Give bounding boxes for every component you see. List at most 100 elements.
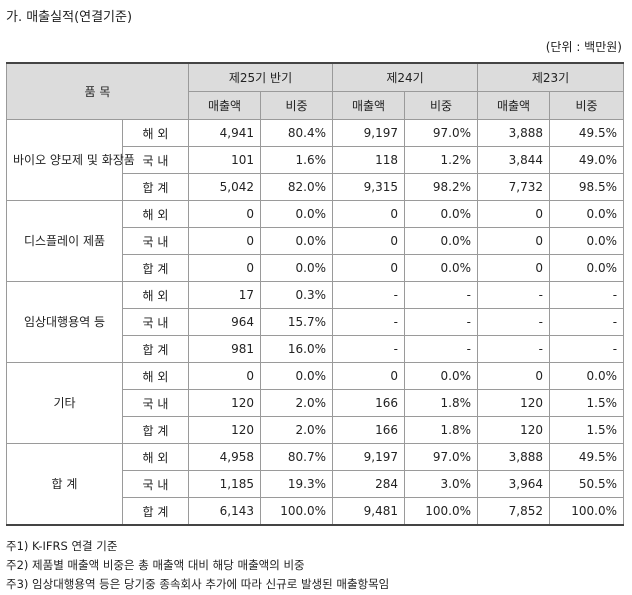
sales-value: 0 bbox=[188, 200, 261, 228]
header-period-23: 제23기 bbox=[477, 62, 625, 92]
sales-value: 3,888 bbox=[477, 443, 551, 471]
sales-value: - bbox=[477, 335, 551, 363]
ratio-value: 0.0% bbox=[549, 200, 625, 228]
ratio-value: 0.0% bbox=[403, 362, 479, 390]
region-label: 국 내 bbox=[122, 470, 189, 498]
sales-value: 0 bbox=[332, 362, 405, 390]
sales-value: - bbox=[332, 281, 405, 309]
table-row: 합 계 120 2.0% 166 1.8% 120 1.5% bbox=[7, 416, 625, 444]
region-label: 해 외 bbox=[122, 119, 189, 147]
ratio-value: 49.5% bbox=[549, 443, 625, 471]
table-row: 국 내 0 0.0% 0 0.0% 0 0.0% bbox=[7, 227, 625, 255]
region-label: 합 계 bbox=[122, 335, 189, 363]
ratio-value: 98.5% bbox=[549, 173, 625, 201]
ratio-value: - bbox=[549, 281, 625, 309]
ratio-value: 1.8% bbox=[403, 416, 479, 444]
sales-value: 120 bbox=[477, 389, 551, 417]
region-label: 합 계 bbox=[122, 173, 189, 201]
table-row: 합 계 5,042 82.0% 9,315 98.2% 7,732 98.5% bbox=[7, 173, 625, 201]
sales-value: - bbox=[477, 281, 551, 309]
sales-value: 0 bbox=[477, 227, 551, 255]
sales-value: 0 bbox=[332, 254, 405, 282]
ratio-value: 0.0% bbox=[549, 254, 625, 282]
table-row: 국 내 964 15.7% - - - - bbox=[7, 308, 625, 336]
ratio-value: - bbox=[549, 308, 625, 336]
table-row: 국 내 101 1.6% 118 1.2% 3,844 49.0% bbox=[7, 146, 625, 174]
ratio-value: 19.3% bbox=[260, 470, 333, 498]
sales-value: 0 bbox=[188, 362, 261, 390]
ratio-value: 97.0% bbox=[403, 119, 479, 147]
sales-value: 120 bbox=[188, 389, 261, 417]
sales-value: - bbox=[477, 308, 551, 336]
ratio-value: 0.0% bbox=[403, 254, 479, 282]
ratio-value: 49.0% bbox=[549, 146, 625, 174]
table-row: 바이오 양모제 및 화장품 해 외 4,941 80.4% 9,197 97.0% 3,88… bbox=[6, 119, 625, 201]
table-row: 국 내 1,185 19.3% 284 3.0% 3,964 50.5% bbox=[7, 470, 625, 498]
ratio-value: 0.0% bbox=[260, 362, 333, 390]
ratio-value: 2.0% bbox=[260, 389, 333, 417]
sales-value: 166 bbox=[332, 389, 405, 417]
ratio-value: 100.0% bbox=[549, 497, 625, 526]
header-ratio: 비중 bbox=[403, 91, 479, 120]
sales-table: 품 목 제25기 반기 제24기 제23기 매출액 비중 매출액 비중 매출액 … bbox=[6, 62, 625, 526]
sales-value: 6,143 bbox=[188, 497, 261, 526]
ratio-value: 2.0% bbox=[260, 416, 333, 444]
ratio-value: 1.6% bbox=[260, 146, 333, 174]
table-row: 국 내 120 2.0% 166 1.8% 120 1.5% bbox=[7, 389, 625, 417]
ratio-value: 97.0% bbox=[403, 443, 479, 471]
sales-value: 7,852 bbox=[477, 497, 551, 526]
sales-value: 0 bbox=[188, 227, 261, 255]
sales-value: 3,844 bbox=[477, 146, 551, 174]
product-name: 기타 bbox=[6, 362, 123, 444]
region-label: 해 외 bbox=[122, 200, 189, 228]
table-row: 합 계 0 0.0% 0 0.0% 0 0.0% bbox=[7, 254, 625, 282]
ratio-value: 80.4% bbox=[260, 119, 333, 147]
ratio-value: 49.5% bbox=[549, 119, 625, 147]
ratio-value: 100.0% bbox=[403, 497, 479, 526]
ratio-value: 1.2% bbox=[403, 146, 479, 174]
sales-value: 0 bbox=[477, 362, 551, 390]
ratio-value: 1.5% bbox=[549, 389, 625, 417]
ratio-value: - bbox=[549, 335, 625, 363]
ratio-value: 82.0% bbox=[260, 173, 333, 201]
ratio-value: - bbox=[403, 335, 479, 363]
sales-value: 0 bbox=[332, 200, 405, 228]
ratio-value: 1.8% bbox=[403, 389, 479, 417]
ratio-value: 3.0% bbox=[403, 470, 479, 498]
sales-value: 101 bbox=[188, 146, 261, 174]
sales-value: 4,941 bbox=[188, 119, 261, 147]
sales-value: 3,964 bbox=[477, 470, 551, 498]
region-label: 국 내 bbox=[122, 227, 189, 255]
ratio-value: 15.7% bbox=[260, 308, 333, 336]
sales-value: 964 bbox=[188, 308, 261, 336]
table-row: 기타 해 외 0 0.0% 0 0.0% 0 0.0% bbox=[6, 362, 625, 444]
product-name: 디스플레이 제품 bbox=[6, 200, 123, 282]
sales-value: 284 bbox=[332, 470, 405, 498]
region-label: 합 계 bbox=[122, 254, 189, 282]
ratio-value: 0.0% bbox=[260, 254, 333, 282]
sales-value: 0 bbox=[477, 200, 551, 228]
ratio-value: 100.0% bbox=[260, 497, 333, 526]
ratio-value: 80.7% bbox=[260, 443, 333, 471]
sales-value: 3,888 bbox=[477, 119, 551, 147]
ratio-value: 0.0% bbox=[260, 227, 333, 255]
unit-label: (단위 : 백만원) bbox=[545, 40, 622, 54]
ratio-value: 0.0% bbox=[260, 200, 333, 228]
product-name: 바이오 양모제 및 화장품 bbox=[6, 119, 135, 201]
sales-value: 118 bbox=[332, 146, 405, 174]
table-row: 합 계 6,143 100.0% 9,481 100.0% 7,852 100.0% bbox=[7, 497, 625, 526]
sales-value: - bbox=[332, 335, 405, 363]
footnote-3: 주3) 임상대행용역 등은 당기중 종속회사 추가에 따라 신규로 발생된 매출… bbox=[6, 577, 390, 591]
sales-value: 7,732 bbox=[477, 173, 551, 201]
footnotes: 주1) K-IFRS 연결 기준 주2) 제품별 매출액 비중은 총 매출액 대… bbox=[6, 537, 389, 594]
sales-value: 5,042 bbox=[188, 173, 261, 201]
header-item: 품 목 bbox=[6, 62, 189, 120]
region-label: 국 내 bbox=[122, 308, 189, 336]
header-sales: 매출액 bbox=[188, 91, 261, 120]
sales-value: 9,315 bbox=[332, 173, 405, 201]
sales-value: 9,197 bbox=[332, 119, 405, 147]
sales-value: 4,958 bbox=[188, 443, 261, 471]
region-label: 해 외 bbox=[122, 281, 189, 309]
